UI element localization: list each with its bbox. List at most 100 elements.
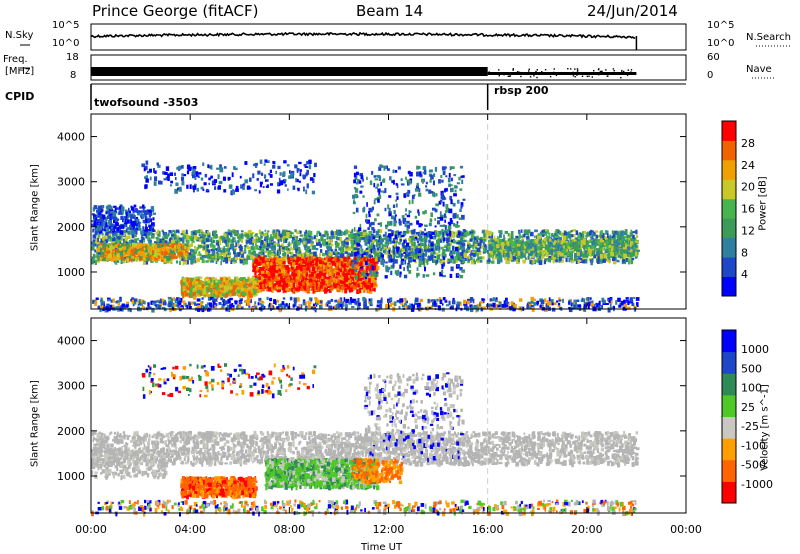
power-cell — [374, 261, 377, 264]
power-cell — [358, 239, 361, 243]
power-cell — [336, 287, 339, 291]
power-cell — [198, 233, 201, 237]
power-cell — [343, 277, 348, 283]
power-cell — [428, 231, 432, 235]
power-cell — [267, 276, 271, 281]
power-cell — [457, 234, 460, 238]
power-cell — [315, 274, 318, 279]
power-cell — [297, 253, 301, 258]
power-cell — [554, 235, 559, 239]
power-cell — [182, 293, 185, 299]
power-cell — [527, 233, 530, 238]
power-cell — [369, 246, 373, 251]
power-cell — [247, 276, 250, 280]
power-cell — [450, 250, 453, 256]
power-cell — [546, 235, 549, 239]
power-cell — [340, 272, 343, 275]
power-cell — [112, 248, 116, 251]
power-cell — [616, 259, 620, 263]
power-cell — [115, 260, 118, 265]
power-cell — [539, 254, 543, 259]
power-cell — [317, 281, 321, 286]
power-cell — [200, 256, 204, 260]
power-cell — [374, 262, 378, 266]
power-cell — [564, 254, 567, 259]
power-cell — [352, 233, 355, 237]
power-cell — [353, 247, 358, 251]
power-cell — [182, 256, 185, 259]
power-cell — [285, 265, 289, 269]
power-cell — [522, 259, 526, 264]
power-cell — [323, 258, 328, 263]
power-cell — [441, 246, 444, 250]
power-cell — [186, 247, 190, 251]
power-cell — [328, 288, 332, 293]
power-cell — [137, 252, 142, 256]
power-cell — [306, 266, 310, 271]
power-cell — [207, 257, 212, 262]
power-cell — [265, 283, 270, 286]
power-cell — [146, 257, 150, 262]
power-cell — [470, 256, 473, 261]
power-cell — [628, 260, 631, 265]
power-cell — [289, 246, 292, 251]
power-cell — [374, 234, 378, 238]
power-cell — [294, 239, 299, 244]
power-cell — [201, 240, 205, 244]
power-cell — [277, 271, 282, 276]
power-cell — [464, 256, 468, 258]
power-cell — [476, 240, 479, 243]
power-cell — [541, 233, 545, 237]
power-cell — [216, 242, 218, 246]
power-cell — [347, 280, 351, 284]
power-cell — [106, 256, 109, 261]
power-cell — [479, 239, 483, 244]
power-cell — [332, 251, 336, 255]
power-cell — [319, 252, 321, 257]
power-cell — [173, 243, 176, 246]
power-cell — [306, 288, 310, 294]
power-cell — [455, 234, 459, 238]
power-cell — [253, 256, 257, 260]
power-cell — [327, 258, 330, 263]
power-cell — [342, 240, 344, 245]
power-cell — [111, 238, 115, 242]
power-cell — [270, 237, 273, 241]
power-cell — [482, 241, 486, 246]
power-cell — [291, 232, 294, 235]
power-cell — [205, 260, 209, 263]
power-cell — [119, 233, 122, 238]
power-cell — [170, 248, 174, 253]
power-cell — [297, 269, 300, 275]
power-cell — [409, 230, 412, 233]
power-cell — [332, 268, 336, 272]
power-cell — [557, 253, 561, 259]
power-cell — [583, 259, 588, 264]
power-cell — [158, 238, 162, 244]
power-cell — [255, 236, 259, 239]
power-cell — [586, 232, 589, 235]
power-cell — [168, 238, 173, 243]
power-cell — [168, 241, 171, 244]
power-cell — [272, 268, 276, 273]
power-cell — [297, 251, 302, 256]
power-cell — [378, 255, 381, 258]
power-cell — [250, 245, 254, 250]
power-cell — [581, 233, 585, 239]
power-cell — [143, 247, 146, 251]
power-cell — [176, 235, 179, 240]
power-cell — [335, 242, 339, 247]
power-cell — [174, 230, 176, 236]
power-cell — [306, 285, 309, 291]
power-cell — [288, 275, 292, 279]
power-cell — [628, 250, 631, 254]
power-cell — [308, 278, 313, 283]
power-cell — [617, 235, 621, 238]
power-cell — [204, 238, 208, 243]
power-cell — [205, 251, 208, 256]
power-cell — [277, 230, 281, 235]
power-cell — [325, 241, 328, 245]
power-cell — [266, 286, 270, 289]
power-cell — [579, 232, 582, 237]
power-cell — [155, 232, 159, 235]
